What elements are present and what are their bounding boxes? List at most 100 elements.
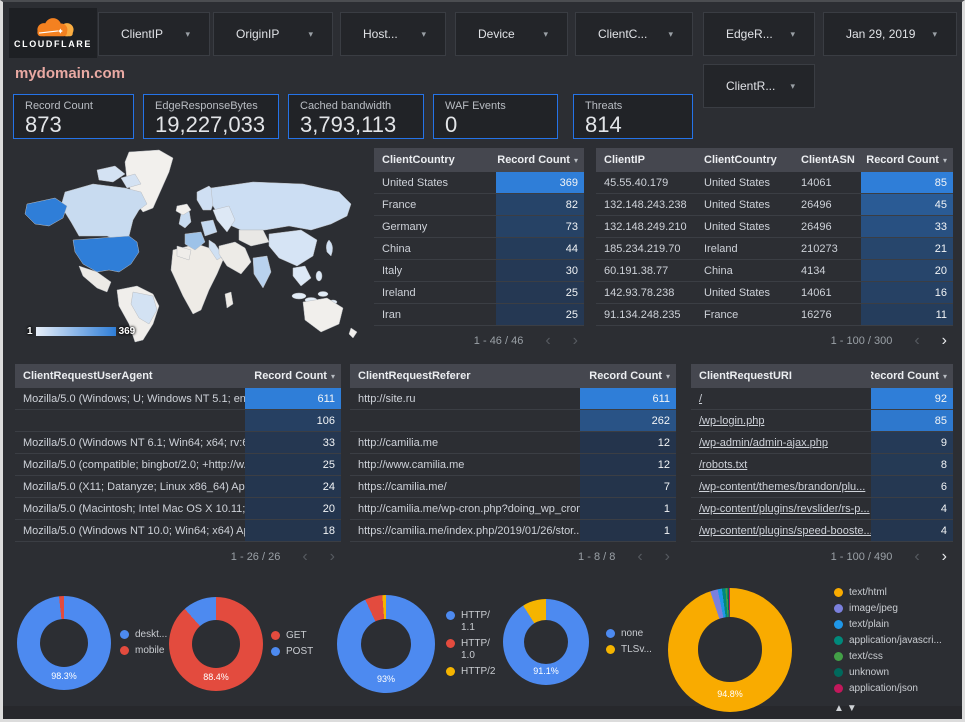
pagination-prev-icon[interactable]: ‹ bbox=[914, 548, 920, 565]
legend-label: image/jpeg bbox=[849, 603, 898, 614]
donut-chart-request-method: 88.4% GET POST bbox=[169, 597, 313, 691]
pagination-prev-icon[interactable]: ‹ bbox=[914, 332, 920, 349]
pagination-prev-icon[interactable]: ‹ bbox=[637, 548, 643, 565]
legend-item[interactable]: mobile bbox=[120, 645, 167, 657]
table-cell: 132.148.243.238 bbox=[604, 198, 687, 211]
filter-chip[interactable]: OriginIP ▾ bbox=[213, 12, 333, 56]
filter-chip[interactable]: ClientC... ▾ bbox=[575, 12, 693, 56]
donut-percent-label: 94.8% bbox=[717, 688, 743, 699]
geo-map-chart[interactable]: 1 369 bbox=[13, 148, 371, 344]
legend-item[interactable]: unknown bbox=[834, 667, 942, 679]
pagination-next-icon[interactable]: › bbox=[329, 548, 335, 565]
pagination-prev-icon[interactable]: ‹ bbox=[545, 332, 551, 349]
world-map[interactable] bbox=[13, 148, 371, 344]
donut-ring[interactable]: 91.1% bbox=[503, 599, 589, 685]
column-header[interactable]: Record Count ▾ bbox=[589, 370, 670, 382]
table-cell: 210273 bbox=[801, 242, 838, 255]
legend-item[interactable]: HTTP/2 bbox=[446, 666, 495, 678]
filter-chip[interactable]: ClientIP ▾ bbox=[98, 12, 210, 56]
table-pagination: 1 - 26 / 26 ‹ › bbox=[15, 547, 341, 567]
chevron-down-icon: ▾ bbox=[185, 28, 190, 39]
uri-link-cell[interactable]: /wp-content/themes/brandon/plu... bbox=[699, 480, 866, 493]
record-count-cell: 1 bbox=[580, 520, 676, 541]
legend-item[interactable]: TLSv... bbox=[606, 644, 652, 656]
legend-sort-arrows[interactable]: ▲▼ bbox=[834, 703, 860, 714]
table-row: 91.134.248.235 France 16276 11 bbox=[596, 304, 953, 326]
legend-item[interactable]: application/json bbox=[834, 683, 942, 695]
filter-chip[interactable]: Host... ▾ bbox=[340, 12, 446, 56]
pagination-next-icon[interactable]: › bbox=[941, 548, 947, 565]
filter-chip[interactable]: Device ▾ bbox=[455, 12, 568, 56]
table-cell: Mozilla/5.0 (Windows NT 6.1; Win64; x64;… bbox=[23, 436, 245, 449]
legend-item[interactable]: text/css bbox=[834, 651, 942, 663]
legend-item[interactable]: HTTP/ 1.0 bbox=[446, 638, 495, 662]
donut-ring[interactable]: 98.3% bbox=[17, 596, 111, 690]
record-count-cell: 4 bbox=[871, 520, 953, 541]
table-row: http://www.camilia.me 12 bbox=[350, 454, 676, 476]
column-header[interactable]: Record Count ▾ bbox=[254, 370, 335, 382]
legend-dot-icon bbox=[834, 684, 843, 693]
table-cell: United States bbox=[704, 220, 771, 233]
uri-link-cell[interactable]: /wp-content/plugins/revslider/rs-p... bbox=[699, 502, 870, 515]
legend-label: TLSv... bbox=[621, 644, 652, 655]
table-row: http://camilia.me 12 bbox=[350, 432, 676, 454]
uri-link-cell[interactable]: / bbox=[699, 392, 703, 405]
legend-item[interactable]: GET bbox=[271, 630, 313, 642]
scorecard-label: Record Count bbox=[25, 100, 93, 112]
uri-link-cell[interactable]: /wp-admin/admin-ajax.php bbox=[699, 436, 829, 449]
donut-chart-content-type: 94.8% text/html image/jpeg text/plain applic… bbox=[668, 585, 942, 714]
cloudflare-cloud-icon bbox=[37, 17, 74, 36]
record-count-cell: 18 bbox=[245, 520, 341, 541]
donut-ring[interactable]: 94.8% bbox=[668, 587, 792, 712]
table-cell: France bbox=[704, 308, 739, 321]
donut-ring[interactable]: 88.4% bbox=[169, 597, 263, 691]
legend-item[interactable]: image/jpeg bbox=[834, 603, 942, 615]
uri-link-cell[interactable]: /robots.txt bbox=[699, 458, 748, 471]
legend-item[interactable]: application/javascri... bbox=[834, 635, 942, 647]
donut-chart-http-protocol: 93% HTTP/ 1.1 HTTP/ 1.0 HTTP/2 bbox=[337, 595, 495, 693]
scorecard-label: Cached bandwidth bbox=[300, 100, 392, 112]
donut-ring[interactable]: 93% bbox=[337, 595, 435, 693]
filter-chip[interactable]: ClientR... ▾ bbox=[703, 64, 815, 108]
brand-text: CLOUDFLARE bbox=[14, 38, 92, 49]
uri-link-cell[interactable]: /wp-login.php bbox=[699, 414, 765, 427]
column-header[interactable]: Record Count ▾ bbox=[497, 154, 578, 166]
legend-item[interactable]: deskt... bbox=[120, 629, 167, 641]
table-cell: China bbox=[704, 264, 733, 277]
record-count-cell: 24 bbox=[245, 476, 341, 497]
filter-chip[interactable]: EdgeR... ▾ bbox=[703, 12, 815, 56]
column-header: ClientRequestURI bbox=[699, 370, 792, 382]
uri-link-cell[interactable]: /wp-content/plugins/speed-booste... bbox=[699, 524, 871, 537]
table-cell: United States bbox=[382, 176, 449, 189]
table-row: /wp-content/plugins/speed-booste... 4 bbox=[691, 520, 953, 542]
legend-item[interactable]: none bbox=[606, 628, 652, 640]
legend-item[interactable]: text/plain bbox=[834, 619, 942, 631]
record-count-cell: 25 bbox=[496, 304, 584, 325]
legend-item[interactable]: POST bbox=[271, 646, 313, 658]
table-row: 185.234.219.70 Ireland 210273 21 bbox=[596, 238, 953, 260]
table-cell: China bbox=[382, 242, 411, 255]
date-range-picker[interactable]: Jan 29, 2019 ▾ bbox=[823, 12, 957, 56]
pagination-next-icon[interactable]: › bbox=[941, 332, 947, 349]
table-row: Mozilla/5.0 (Windows; U; Windows NT 5.1;… bbox=[15, 388, 341, 410]
table-cell: 14061 bbox=[801, 286, 832, 299]
legend-item[interactable]: HTTP/ 1.1 bbox=[446, 610, 495, 634]
column-header[interactable]: Record Count ▾ bbox=[871, 370, 947, 382]
table-row: /robots.txt 8 bbox=[691, 454, 953, 476]
pagination-next-icon[interactable]: › bbox=[664, 548, 670, 565]
pagination-prev-icon[interactable]: ‹ bbox=[302, 548, 308, 565]
pagination-range: 1 - 100 / 300 bbox=[830, 335, 893, 347]
legend-dot-icon bbox=[834, 668, 843, 677]
legend-item[interactable]: text/html bbox=[834, 587, 942, 599]
record-count-cell: 11 bbox=[861, 304, 953, 325]
column-header[interactable]: Record Count ▾ bbox=[866, 154, 947, 166]
table-cell bbox=[350, 410, 580, 431]
column-header: ClientRequestUserAgent bbox=[23, 370, 153, 382]
pagination-next-icon[interactable]: › bbox=[572, 332, 578, 349]
table-uri: ClientRequestURI Record Count ▾ / 92/wp-logi… bbox=[691, 364, 953, 567]
record-count-cell: 9 bbox=[871, 432, 953, 453]
table-client-ip: ClientIP ClientCountry ClientASN Record Cou… bbox=[596, 148, 953, 351]
legend-label: none bbox=[621, 628, 644, 639]
table-row: United States 369 bbox=[374, 172, 584, 194]
table-header: ClientRequestURI Record Count ▾ bbox=[691, 364, 953, 388]
